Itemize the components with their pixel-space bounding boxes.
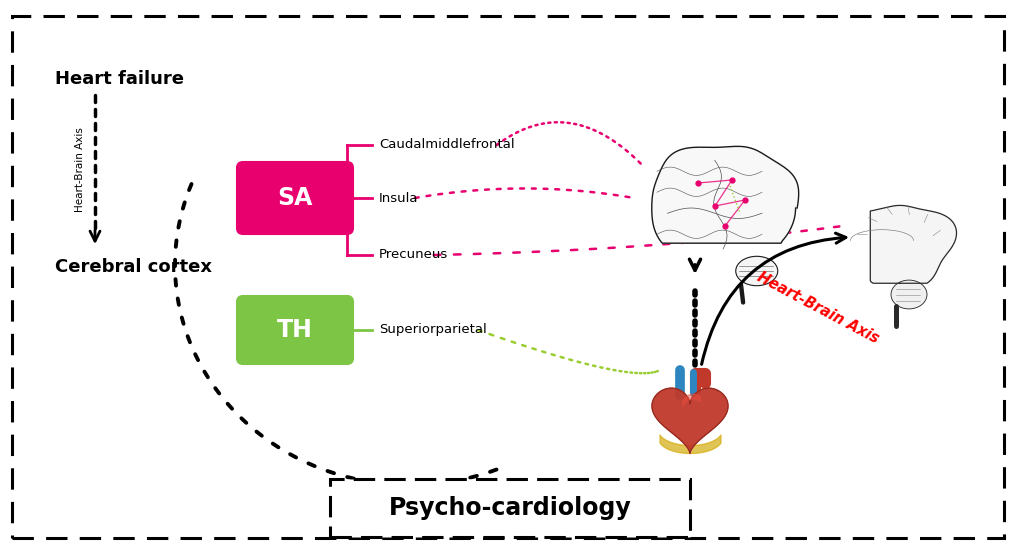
Text: Superiorparietal: Superiorparietal [379, 323, 486, 337]
Ellipse shape [735, 256, 777, 285]
FancyBboxPatch shape [236, 162, 353, 234]
Polygon shape [869, 205, 956, 283]
FancyBboxPatch shape [330, 479, 689, 537]
Ellipse shape [891, 280, 926, 309]
Text: TH: TH [277, 318, 313, 342]
Text: Insula: Insula [379, 191, 418, 205]
Text: Cerebral cortex: Cerebral cortex [55, 258, 212, 276]
FancyBboxPatch shape [236, 296, 353, 364]
Text: Heart failure: Heart failure [55, 70, 183, 88]
Polygon shape [651, 388, 728, 453]
Polygon shape [651, 146, 798, 243]
Text: SA: SA [277, 186, 313, 210]
Text: Caudalmiddlefrontal: Caudalmiddlefrontal [379, 139, 515, 151]
Text: Heart-Brain Axis: Heart-Brain Axis [754, 270, 881, 346]
Text: Psycho-cardiology: Psycho-cardiology [388, 496, 631, 520]
Text: Heart-Brain Axis: Heart-Brain Axis [75, 128, 85, 212]
Text: Precuneus: Precuneus [379, 249, 447, 261]
